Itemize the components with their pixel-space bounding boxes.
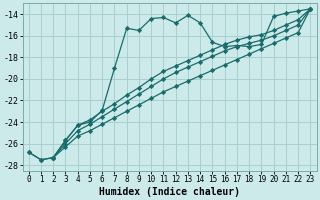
X-axis label: Humidex (Indice chaleur): Humidex (Indice chaleur) [99,186,240,197]
